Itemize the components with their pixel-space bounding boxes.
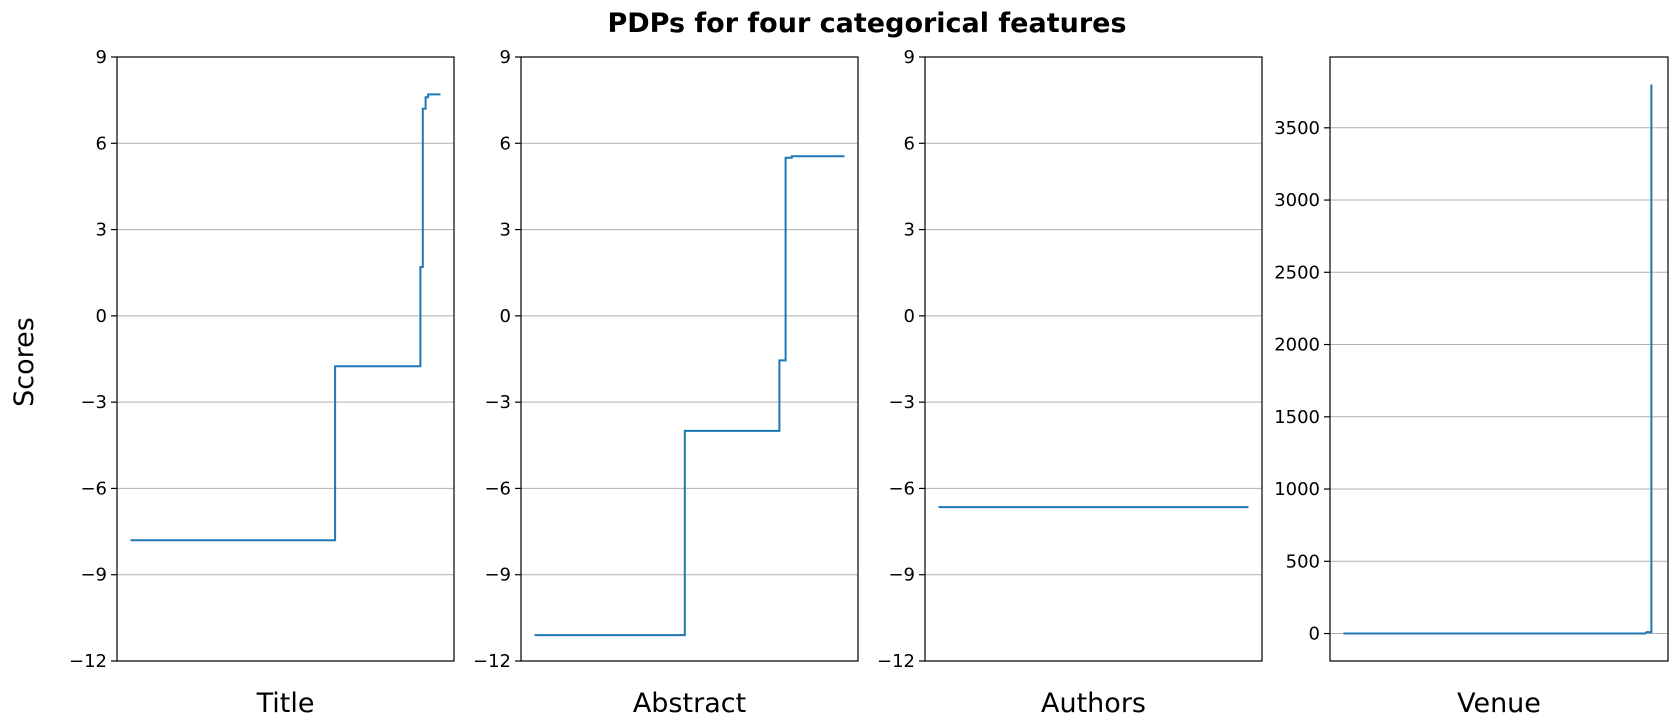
y-tick-label: 3000 <box>1274 190 1320 211</box>
y-tick-label: −3 <box>484 392 511 413</box>
subplots: −12−9−6−30369Title−12−9−6−30369Abstract−… <box>69 47 1669 719</box>
figure-title: PDPs for four categorical features <box>607 8 1126 39</box>
y-tick-label: −9 <box>80 565 107 586</box>
subplot-authors: −12 −9 −6 −3 0 3 6 9 Authors <box>877 47 1263 719</box>
axes-frame <box>116 56 455 662</box>
y-tick-label: −3 <box>80 392 107 413</box>
y-tick-label: 2000 <box>1274 335 1320 356</box>
y-tick-label: 500 <box>1286 551 1320 572</box>
y-tick-label: −9 <box>888 565 915 586</box>
series-line <box>130 93 441 542</box>
y-tick-label: 3 <box>904 220 915 241</box>
y-tick-label: −3 <box>888 392 915 413</box>
y-tick-label: −6 <box>80 478 107 499</box>
y-tick-label: 0 <box>96 306 107 327</box>
y-tick-label: 0 <box>500 306 511 327</box>
x-axis-label: Abstract <box>633 688 746 719</box>
y-tick-label: 6 <box>500 133 511 154</box>
y-tick-label: −9 <box>484 565 511 586</box>
axes-frame <box>924 56 1263 662</box>
y-tick-label: 6 <box>904 133 915 154</box>
y-tick-label: −12 <box>473 651 511 672</box>
x-axis-label: Title <box>256 688 315 719</box>
subplot-abstract: −12 −9 −6 −3 0 3 6 9 Abstract <box>473 47 859 719</box>
y-tick-label: 9 <box>96 47 107 68</box>
y-tick-label: 1000 <box>1274 479 1320 500</box>
x-axis-label: Venue <box>1457 688 1541 719</box>
y-tick-label: 9 <box>500 47 511 68</box>
series-line <box>1343 84 1653 635</box>
axes-frame <box>1329 56 1669 662</box>
y-tick-label: 0 <box>904 306 915 327</box>
x-axis-label: Authors <box>1041 688 1146 719</box>
y-tick-label: 9 <box>904 47 915 68</box>
y-tick-label: 6 <box>96 133 107 154</box>
y-tick-label: 0 <box>1309 624 1320 645</box>
y-tick-label: 1500 <box>1274 407 1320 428</box>
y-axis-label: Scores <box>9 317 40 407</box>
subplot-venue: 0 500 1000 1500 2000 2500 3000 3500 Venue <box>1274 56 1669 719</box>
series-line <box>534 155 845 637</box>
y-tick-label: −12 <box>69 651 107 672</box>
y-tick-label: −12 <box>877 651 915 672</box>
y-tick-label: −6 <box>484 478 511 499</box>
y-tick-label: −6 <box>888 478 915 499</box>
axes-frame <box>520 56 859 662</box>
y-tick-label: 3 <box>500 220 511 241</box>
y-tick-label: 3500 <box>1274 118 1320 139</box>
subplot-title: −12 −9 −6 −3 0 3 6 9 Title <box>69 47 455 719</box>
y-tick-label: 3 <box>96 220 107 241</box>
y-tick-label: 2500 <box>1274 262 1320 283</box>
